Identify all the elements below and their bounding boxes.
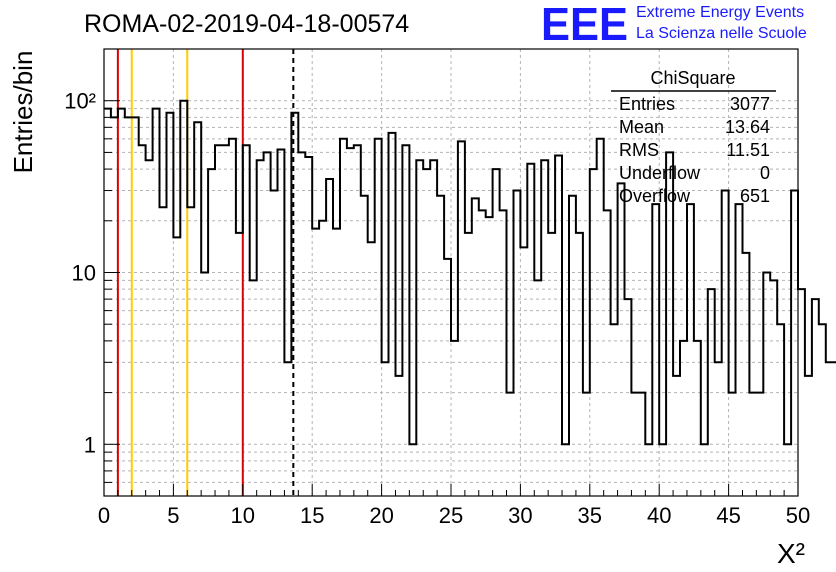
stats-label: Underflow [619, 163, 701, 183]
eee-logo: EEE [541, 0, 628, 50]
x-tick-label: 10 [231, 503, 255, 528]
logo-line-1: Extreme Energy Events [636, 4, 804, 21]
y-tick-label: 10² [64, 89, 96, 114]
axis-ticks [103, 48, 799, 496]
x-tick-label: 45 [716, 503, 740, 528]
x-axis-label: X² [777, 538, 805, 569]
stats-label: Overflow [619, 186, 691, 206]
stats-label: Entries [619, 94, 675, 114]
x-tick-label: 50 [786, 503, 810, 528]
stats-title: ChiSquare [650, 68, 735, 88]
x-tick-label: 25 [439, 503, 463, 528]
stats-value: 3077 [730, 94, 770, 114]
y-axis-label: Entries/bin [8, 51, 38, 174]
x-tick-label: 0 [98, 503, 110, 528]
x-tick-label: 5 [167, 503, 179, 528]
logo-line-2: La Scienza nelle Scuole [636, 25, 807, 42]
stats-value: 651 [740, 186, 770, 206]
histogram-series [104, 99, 836, 446]
x-tick-label: 35 [578, 503, 602, 528]
y-tick-label: 10 [72, 261, 96, 286]
y-tick-label: 1 [84, 432, 96, 457]
chart-title: ROMA-02-2019-04-18-00574 [84, 10, 409, 38]
tick-labels: 0 5 10 15 20 25 30 35 40 45 50 1 10 10² [64, 89, 810, 528]
stats-label: Mean [619, 117, 664, 137]
grid [104, 49, 798, 496]
x-tick-label: 30 [508, 503, 532, 528]
stats-value: 11.51 [726, 140, 770, 160]
stats-label: RMS [619, 140, 659, 160]
stats-box: ChiSquare Entries 3077 Mean 13.64 RMS 11.51 Und… [611, 68, 776, 206]
x-tick-label: 15 [300, 503, 324, 528]
stats-value: 0 [760, 163, 770, 183]
x-tick-label: 40 [647, 503, 671, 528]
x-tick-label: 20 [369, 503, 393, 528]
stats-value: 13.64 [725, 117, 770, 137]
